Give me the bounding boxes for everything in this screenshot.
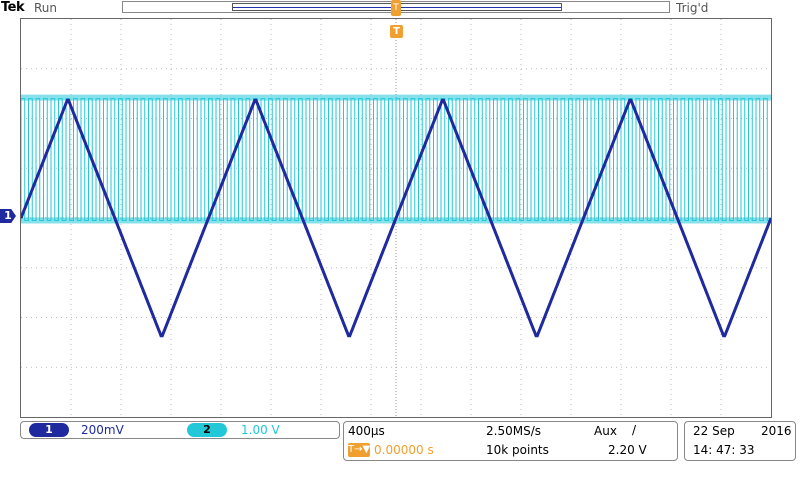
- horizontal-delay: 0.00000 s: [374, 443, 434, 457]
- ch2-scale: 1.00 V: [241, 423, 280, 437]
- datetime-readout: 22 Sep 2016 14: 47: 33: [684, 421, 796, 461]
- delay-icon: T→▼: [348, 443, 371, 457]
- trigger-time-marker[interactable]: T: [390, 25, 403, 38]
- record-length: 10k points: [486, 443, 549, 457]
- ch1-ground-marker[interactable]: 1: [0, 209, 16, 223]
- year: 2016: [761, 424, 792, 438]
- sample-rate: 2.50MS/s: [486, 424, 541, 438]
- trigger-slope-icon: /: [632, 423, 637, 437]
- waveform-svg: [21, 19, 771, 417]
- status-header: Tek Run T Trig'd: [0, 0, 800, 18]
- timebase-scale: 400µs: [348, 424, 385, 438]
- date: 22 Sep: [693, 424, 735, 438]
- ch2-waveform: [21, 98, 771, 221]
- brand-logo: Tek: [1, 0, 25, 15]
- timebase-readout[interactable]: 400µs 2.50MS/s Aux / T→▼ 0.00000 s 10k p…: [343, 421, 678, 461]
- run-state: Run: [34, 1, 58, 15]
- trigger-level: 2.20 V: [608, 443, 647, 457]
- ch2-badge[interactable]: 2: [187, 423, 227, 437]
- status-area: 1 200mV 2 1.00 V 400µs 2.50MS/s Aux / T→…: [0, 418, 800, 480]
- channel-readout[interactable]: 1 200mV 2 1.00 V: [20, 421, 340, 439]
- ch2-high-band: [21, 94, 771, 101]
- waveform-display[interactable]: [20, 18, 772, 418]
- ch1-scale: 200mV: [81, 423, 124, 437]
- trigger-state: Trig'd: [676, 1, 709, 15]
- ch1-badge[interactable]: 1: [29, 423, 69, 437]
- time: 14: 47: 33: [693, 443, 755, 457]
- trigger-source: Aux: [594, 424, 617, 438]
- ch1-waveform: [21, 98, 771, 338]
- trigger-position-marker[interactable]: T: [391, 0, 401, 16]
